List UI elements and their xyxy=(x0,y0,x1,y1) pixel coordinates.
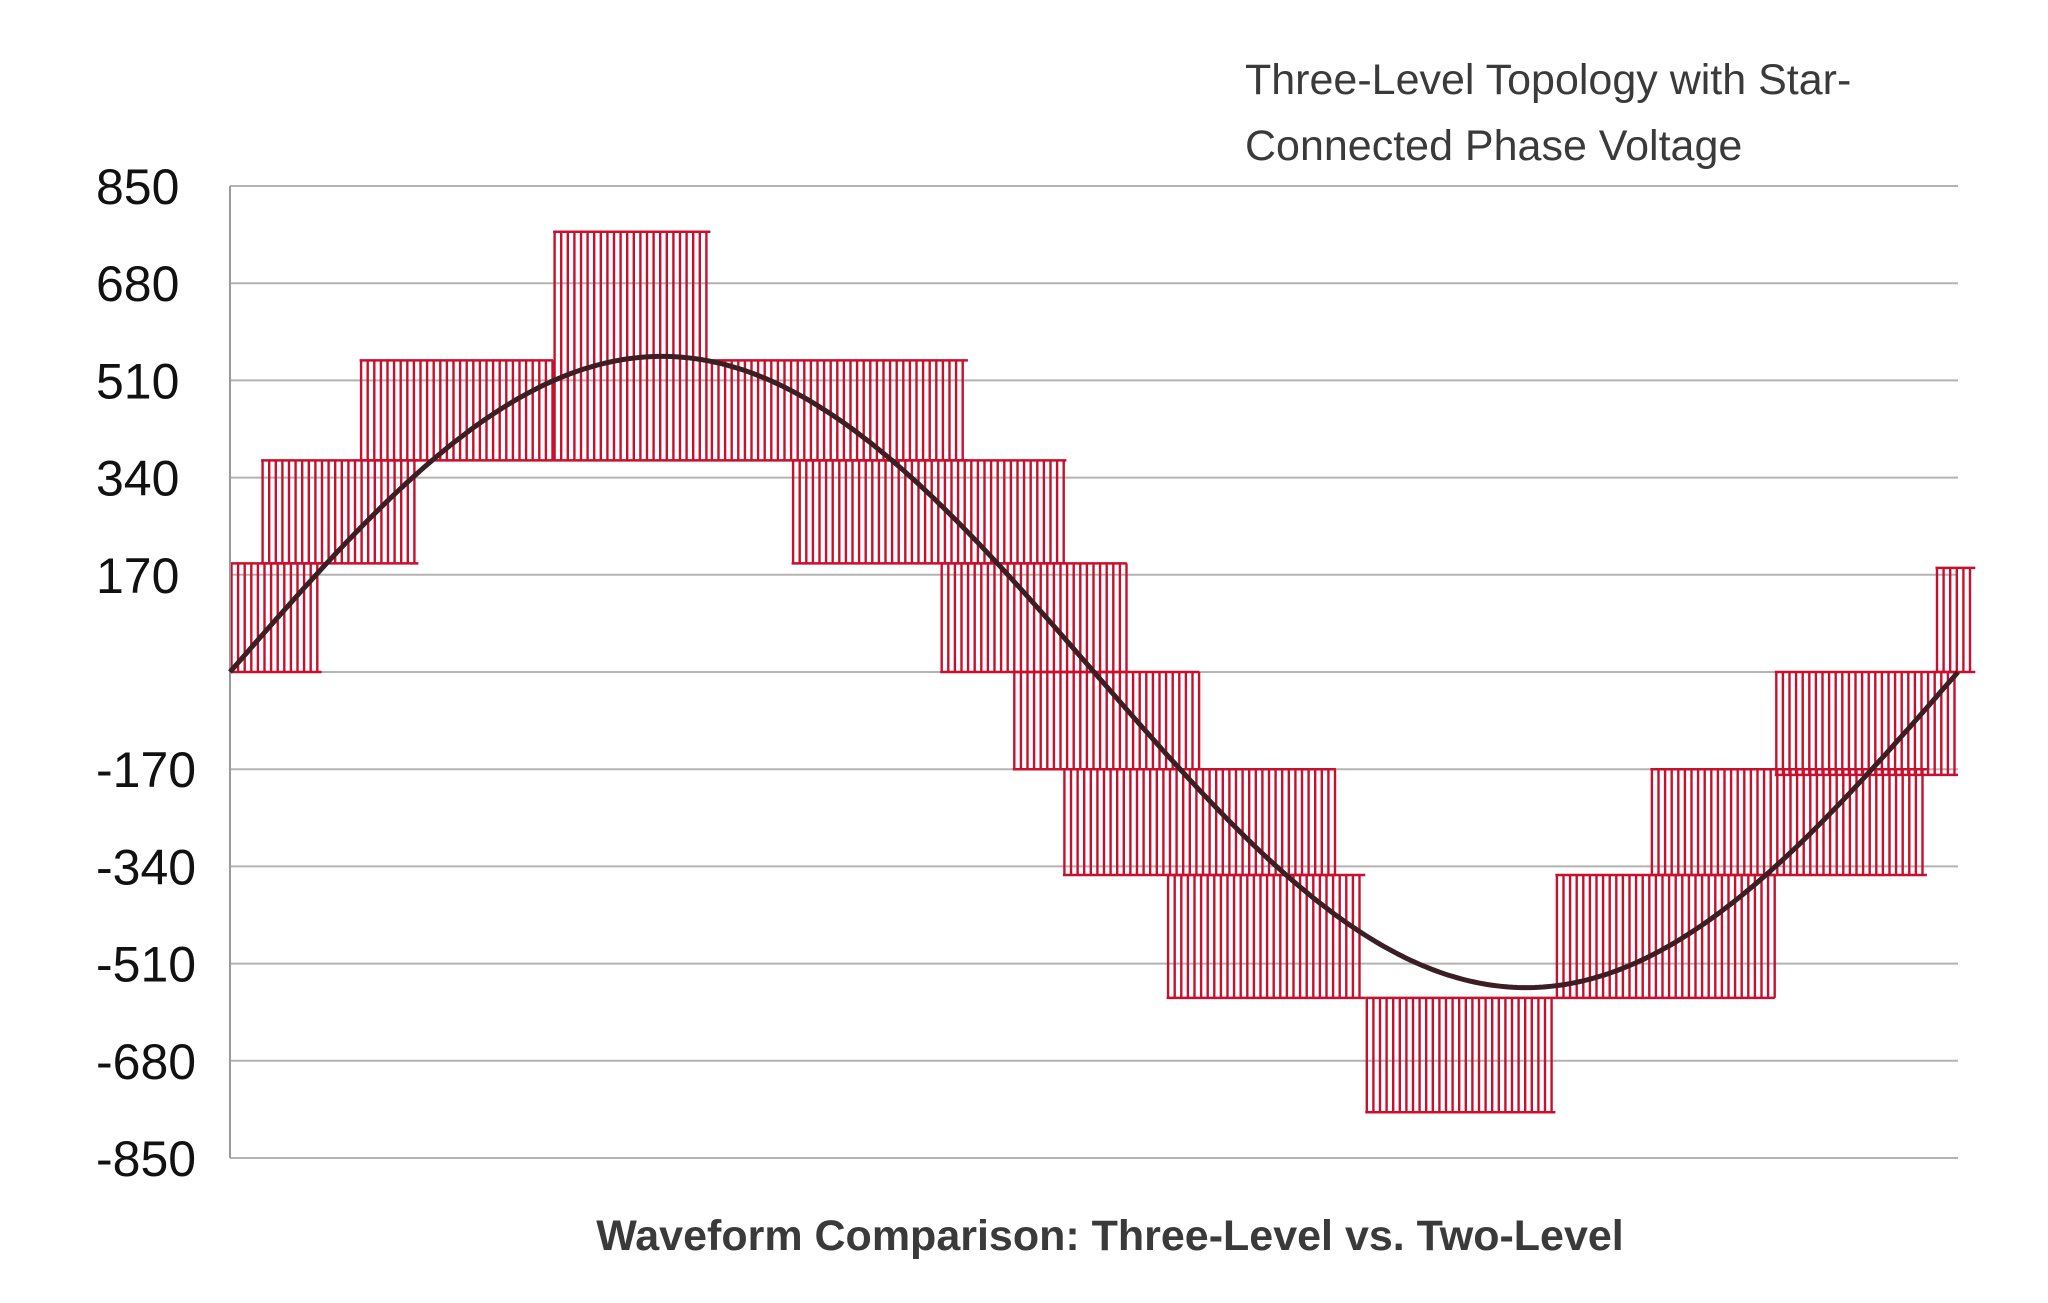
pwm-block xyxy=(359,359,554,462)
pwm-block xyxy=(791,459,1067,565)
pwm-block xyxy=(1774,670,1958,777)
y-tick-label: 170 xyxy=(96,548,179,604)
pwm-block xyxy=(1012,670,1201,771)
pwm-block xyxy=(1935,566,1976,674)
y-tick-label: 680 xyxy=(96,256,179,312)
pwm-block xyxy=(1555,873,1776,1000)
pwm-block xyxy=(1166,873,1366,1000)
pwm-block xyxy=(710,359,968,462)
pwm-block xyxy=(1365,996,1556,1114)
y-tick-label: -850 xyxy=(96,1131,196,1187)
sine-reference-curve xyxy=(228,353,1960,991)
y-tick-label: 510 xyxy=(96,353,179,409)
y-tick-label: 340 xyxy=(96,451,179,507)
y-tick-label: -510 xyxy=(96,937,196,993)
y-tick-label: 850 xyxy=(96,159,179,215)
annotation-line-1: Three-Level Topology with Star- xyxy=(1245,56,1851,104)
pwm-waveform xyxy=(230,230,1976,1114)
pwm-block xyxy=(261,459,419,565)
pwm-block xyxy=(1062,767,1337,877)
pwm-block xyxy=(940,562,1128,674)
pwm-block xyxy=(553,230,711,462)
annotation-line-2: Connected Phase Voltage xyxy=(1245,122,1742,170)
y-tick-label: -680 xyxy=(96,1034,196,1090)
y-tick-labels: 850 680 510 340 170 -170 -340 -510 -680 -850 xyxy=(96,159,196,1187)
y-tick-label: -170 xyxy=(96,742,196,798)
pwm-block xyxy=(1650,767,1927,877)
x-axis-label: Waveform Comparison: Three-Level vs. Two… xyxy=(596,1212,1623,1260)
y-tick-label: -340 xyxy=(96,839,196,895)
